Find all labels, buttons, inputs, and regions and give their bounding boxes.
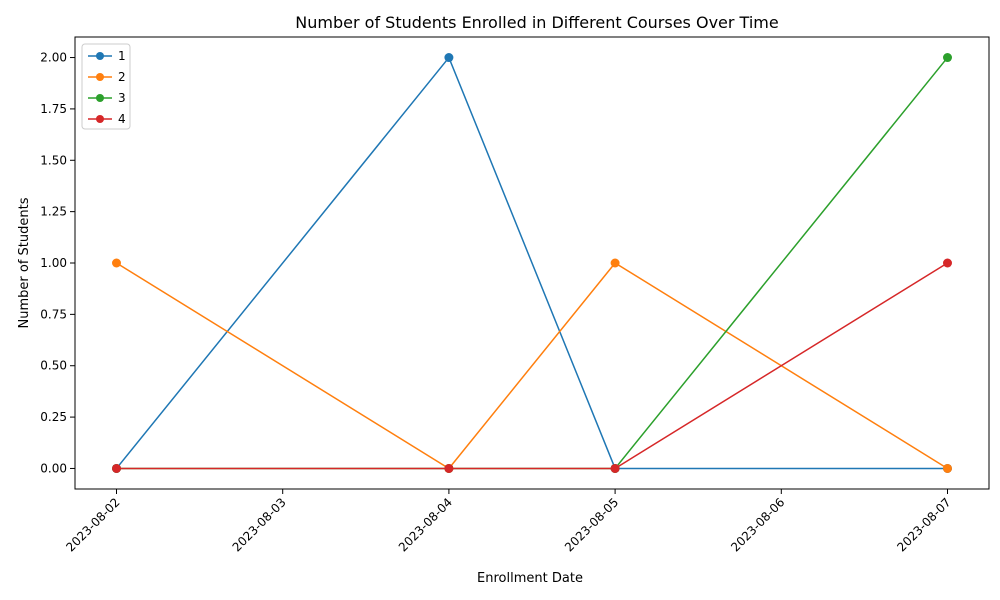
legend-item: 1 <box>88 49 126 63</box>
legend-item: 4 <box>88 112 126 126</box>
x-tick-label: 2023-08-07 <box>894 495 953 554</box>
data-point <box>610 258 620 268</box>
legend-item: 3 <box>88 91 126 105</box>
legend-marker <box>96 115 104 123</box>
series-2 <box>112 258 952 473</box>
data-point <box>943 53 952 63</box>
x-tick-label: 2023-08-03 <box>230 495 289 554</box>
y-tick-label: 0.75 <box>40 307 67 321</box>
data-point <box>943 258 952 268</box>
chart-title: Number of Students Enrolled in Different… <box>295 13 778 32</box>
legend-marker <box>96 73 104 81</box>
legend: 1 2 3 4 <box>81 43 131 130</box>
y-axis-label: Number of Students <box>17 197 32 328</box>
series-line <box>116 262 948 470</box>
legend-label: 4 <box>118 112 126 126</box>
y-tick-label: 1.75 <box>40 102 67 116</box>
series-4 <box>112 258 952 473</box>
y-axis: 0.00 0.25 0.50 0.75 1.00 1.25 1.50 1.75 2.00 <box>40 51 75 475</box>
y-tick-label: 1.25 <box>40 205 67 219</box>
x-tick-label: 2023-08-06 <box>728 495 787 554</box>
legend-frame <box>81 43 131 130</box>
x-axis-label: Enrollment Date <box>477 571 583 586</box>
y-tick-label: 0.00 <box>40 461 67 475</box>
legend-marker <box>96 52 104 60</box>
y-tick-label: 0.25 <box>40 410 67 424</box>
series-line <box>115 56 948 470</box>
data-point <box>610 463 620 473</box>
x-axis: 2023-08-02 2023-08-03 2023-08-04 2023-08-05… <box>63 489 954 554</box>
x-tick-label: 2023-08-04 <box>396 495 455 554</box>
legend-marker <box>96 94 104 102</box>
data-point <box>112 463 121 473</box>
series-1 <box>112 53 952 473</box>
data-point <box>444 53 454 63</box>
data-point <box>444 463 454 473</box>
legend-item: 2 <box>88 70 126 84</box>
data-point <box>112 258 121 268</box>
x-tick-label: 2023-08-05 <box>562 495 621 554</box>
series-layer <box>112 53 952 473</box>
y-tick-label: 2.00 <box>40 51 67 65</box>
y-tick-label: 1.00 <box>40 256 67 270</box>
y-tick-label: 1.50 <box>40 153 67 167</box>
data-point <box>943 463 952 473</box>
x-tick-label: 2023-08-02 <box>63 495 122 554</box>
legend-label: 1 <box>118 49 126 63</box>
legend-label: 2 <box>118 70 126 84</box>
legend-label: 3 <box>118 91 126 105</box>
y-tick-label: 0.50 <box>40 359 67 373</box>
series-line <box>116 262 948 470</box>
